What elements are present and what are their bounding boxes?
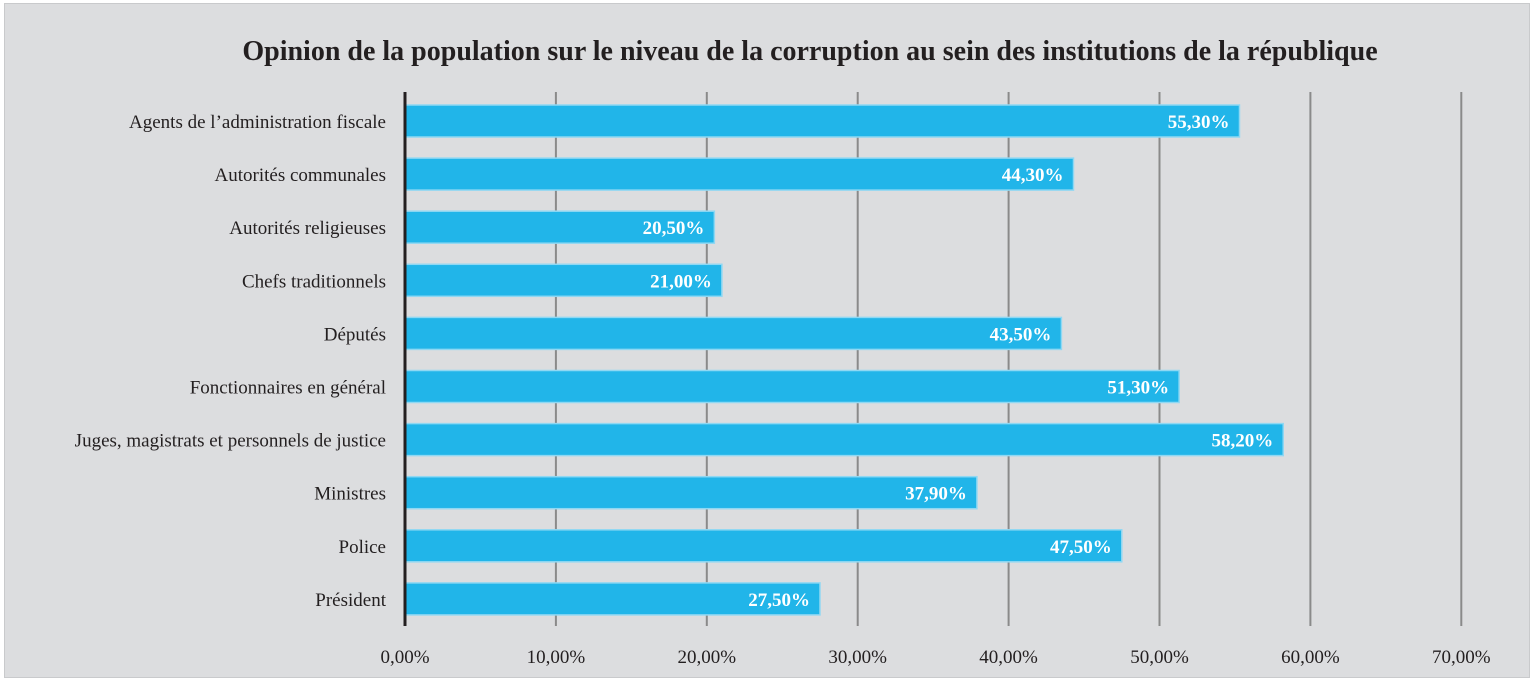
bar: [404, 104, 1241, 138]
bar: [404, 316, 1063, 351]
bar: [404, 529, 1123, 563]
x-tick-label: 20,00%: [678, 647, 737, 668]
data-label: 20,50%: [643, 218, 705, 239]
bar: [404, 157, 1075, 191]
data-label: 44,30%: [1002, 165, 1064, 186]
x-tick-label: 30,00%: [828, 647, 887, 668]
bar: [404, 422, 1284, 457]
data-label: 51,30%: [1107, 378, 1169, 399]
data-label: 58,20%: [1211, 431, 1273, 452]
category-label: Agents de l’administration fiscale: [129, 112, 386, 133]
x-tick-label: 0,00%: [380, 647, 429, 668]
data-label: 27,50%: [748, 590, 810, 611]
data-label: 47,50%: [1050, 537, 1112, 558]
data-label: 43,50%: [990, 324, 1052, 345]
category-label: Président: [315, 590, 386, 611]
category-label: Police: [339, 537, 387, 558]
x-tick-label: 50,00%: [1130, 647, 1189, 668]
chart-title: Opinion de la population sur le niveau d…: [242, 36, 1378, 67]
category-label: Juges, magistrats et personnels de justi…: [75, 431, 386, 452]
category-label: Ministres: [314, 484, 386, 505]
bar: [404, 475, 978, 510]
data-label: 55,30%: [1168, 112, 1230, 133]
data-label: 21,00%: [650, 271, 712, 292]
x-tick-label: 40,00%: [979, 647, 1038, 668]
x-tick-label: 60,00%: [1281, 647, 1340, 668]
x-tick-label: 70,00%: [1432, 647, 1491, 668]
category-label: Autorités religieuses: [229, 218, 386, 239]
data-label: 37,90%: [905, 484, 967, 505]
bar: [404, 369, 1180, 404]
category-label: Députés: [324, 324, 386, 345]
category-label: Fonctionnaires en général: [190, 378, 386, 399]
category-label: Autorités communales: [215, 165, 387, 186]
category-label: Chefs traditionnels: [242, 271, 386, 292]
x-tick-label: 10,00%: [527, 647, 586, 668]
